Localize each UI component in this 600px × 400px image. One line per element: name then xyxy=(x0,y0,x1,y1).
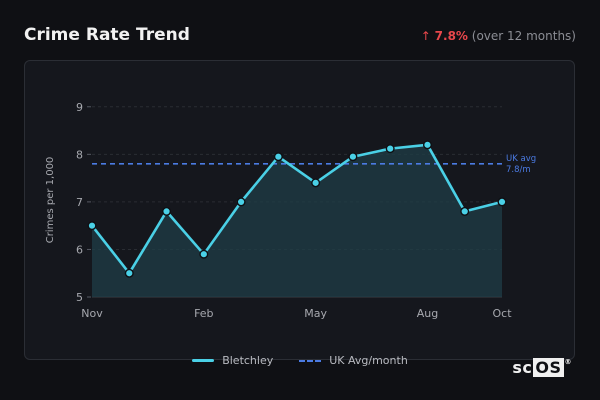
x-tick-label: Nov xyxy=(81,307,103,320)
y-tick-label: 6 xyxy=(76,243,83,256)
trend-up-icon: ↑ xyxy=(420,29,431,43)
data-point xyxy=(422,140,432,150)
data-point xyxy=(87,221,97,231)
data-point xyxy=(162,206,172,216)
legend: Bletchley UK Avg/month xyxy=(0,354,600,367)
data-point xyxy=(199,249,209,259)
change-note: (over 12 months) xyxy=(471,29,576,43)
chart-title: Crime Rate Trend xyxy=(24,25,190,45)
data-point xyxy=(348,152,358,162)
data-point xyxy=(236,197,246,207)
y-tick-label: 5 xyxy=(76,291,83,304)
data-point xyxy=(311,178,321,188)
x-tick-label: Aug xyxy=(417,307,438,320)
data-point xyxy=(497,197,507,207)
legend-item-average[interactable]: UK Avg/month xyxy=(299,354,408,367)
y-axis-label: Crimes per 1,000 xyxy=(45,157,56,244)
x-tick-label: Oct xyxy=(492,307,512,320)
data-point xyxy=(273,152,283,162)
uk-average-value: 7.8/m xyxy=(506,165,531,175)
line-chart: 5 6 7 8 9 Nov Feb May Aug Oct Crimes per 1,000 UK a… xyxy=(45,101,536,320)
legend-label-series: Bletchley xyxy=(222,354,274,367)
change-value: 7.8% xyxy=(434,29,468,43)
x-tick-label: Feb xyxy=(194,307,213,320)
uk-average-label: UK avg xyxy=(506,154,536,164)
data-point xyxy=(385,144,395,154)
series-line xyxy=(90,143,503,275)
brand-logo: sc OS ® xyxy=(512,358,572,377)
legend-item-series[interactable]: Bletchley xyxy=(192,354,273,367)
data-point xyxy=(460,206,470,216)
y-tick-label: 8 xyxy=(76,148,83,161)
chart-card: 5 6 7 8 9 Nov Feb May Aug Oct Crimes per 1,000 UK a… xyxy=(24,60,575,360)
x-tick-label: May xyxy=(304,307,327,320)
legend-label-average: UK Avg/month xyxy=(329,354,408,367)
y-tick-label: 7 xyxy=(76,196,83,209)
average-swatch xyxy=(299,359,322,362)
data-point xyxy=(124,268,134,278)
series-area xyxy=(92,144,502,297)
series-swatch xyxy=(192,359,215,362)
change-summary: ↑ 7.8% (over 12 months) xyxy=(421,29,576,43)
y-tick-label: 9 xyxy=(76,101,83,114)
